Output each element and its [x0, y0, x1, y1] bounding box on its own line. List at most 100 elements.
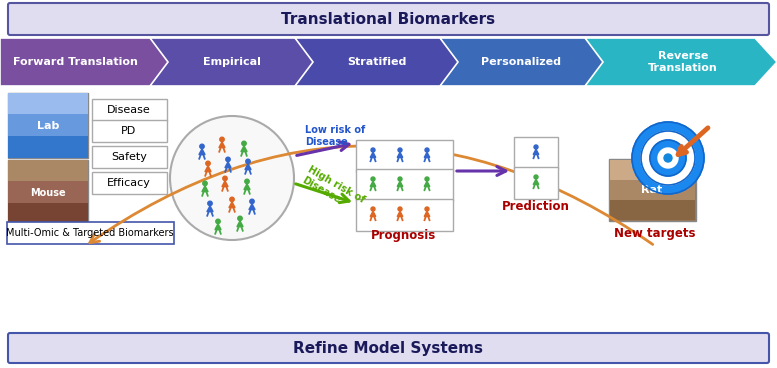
Polygon shape: [229, 202, 235, 208]
Polygon shape: [424, 211, 430, 216]
Polygon shape: [533, 149, 538, 155]
Text: Translational Biomarkers: Translational Biomarkers: [281, 11, 495, 26]
Text: Prognosis: Prognosis: [371, 230, 437, 243]
Text: Safety: Safety: [111, 152, 147, 162]
Circle shape: [371, 148, 375, 152]
Circle shape: [203, 181, 207, 185]
Polygon shape: [370, 152, 376, 158]
Circle shape: [534, 175, 538, 179]
Circle shape: [371, 177, 375, 181]
Text: Reverse
Translation: Reverse Translation: [648, 51, 718, 73]
Circle shape: [650, 140, 686, 176]
Text: PD: PD: [121, 126, 137, 136]
Polygon shape: [205, 166, 211, 171]
Polygon shape: [397, 211, 402, 216]
FancyBboxPatch shape: [514, 167, 558, 199]
FancyBboxPatch shape: [514, 137, 558, 169]
Circle shape: [632, 122, 704, 194]
FancyBboxPatch shape: [356, 169, 453, 201]
Polygon shape: [370, 211, 376, 216]
Polygon shape: [199, 149, 205, 155]
Polygon shape: [397, 152, 402, 158]
Circle shape: [206, 161, 211, 166]
Circle shape: [200, 144, 204, 149]
Circle shape: [641, 131, 695, 185]
FancyBboxPatch shape: [610, 180, 695, 200]
FancyBboxPatch shape: [356, 199, 453, 231]
Polygon shape: [219, 142, 225, 148]
Polygon shape: [207, 206, 213, 212]
FancyBboxPatch shape: [7, 222, 174, 244]
Circle shape: [398, 177, 402, 181]
FancyBboxPatch shape: [8, 93, 88, 158]
Text: Stratified: Stratified: [347, 57, 406, 67]
Polygon shape: [202, 186, 208, 192]
FancyBboxPatch shape: [8, 114, 88, 136]
Polygon shape: [295, 38, 476, 86]
Circle shape: [398, 148, 402, 152]
Polygon shape: [397, 181, 402, 187]
Text: Mouse: Mouse: [30, 188, 66, 198]
Polygon shape: [222, 181, 228, 187]
FancyBboxPatch shape: [92, 120, 167, 142]
Polygon shape: [533, 179, 538, 184]
Polygon shape: [0, 38, 186, 86]
Text: New targets: New targets: [615, 226, 695, 240]
Circle shape: [425, 207, 429, 211]
Polygon shape: [237, 221, 243, 227]
FancyBboxPatch shape: [356, 140, 453, 172]
FancyBboxPatch shape: [92, 99, 167, 121]
Circle shape: [216, 219, 220, 224]
Circle shape: [170, 116, 294, 240]
Circle shape: [226, 157, 230, 162]
FancyBboxPatch shape: [92, 172, 167, 194]
Polygon shape: [241, 146, 247, 152]
Circle shape: [664, 154, 672, 162]
FancyBboxPatch shape: [8, 3, 769, 35]
Text: Multi-Omic & Targeted Biomarkers: Multi-Omic & Targeted Biomarkers: [6, 228, 174, 238]
Text: Rat: Rat: [641, 185, 663, 195]
Circle shape: [245, 179, 249, 184]
Polygon shape: [440, 38, 621, 86]
Polygon shape: [244, 184, 250, 190]
Circle shape: [238, 216, 242, 220]
Text: Refine Model Systems: Refine Model Systems: [293, 340, 483, 355]
Circle shape: [371, 207, 375, 211]
Text: Low risk of
Disease: Low risk of Disease: [305, 125, 365, 147]
FancyBboxPatch shape: [610, 160, 695, 180]
Polygon shape: [215, 224, 221, 230]
Polygon shape: [225, 162, 231, 168]
FancyBboxPatch shape: [8, 136, 88, 158]
Polygon shape: [249, 204, 255, 210]
Circle shape: [249, 199, 254, 204]
FancyBboxPatch shape: [92, 146, 167, 168]
Circle shape: [658, 148, 678, 168]
Circle shape: [398, 207, 402, 211]
Circle shape: [207, 201, 212, 206]
Polygon shape: [424, 181, 430, 187]
Text: Lab: Lab: [37, 121, 59, 131]
Polygon shape: [424, 152, 430, 158]
Circle shape: [230, 197, 234, 202]
FancyBboxPatch shape: [8, 181, 88, 203]
FancyBboxPatch shape: [610, 200, 695, 220]
Polygon shape: [150, 38, 331, 86]
Text: Personalized: Personalized: [482, 57, 562, 67]
FancyArrowPatch shape: [90, 146, 653, 244]
FancyBboxPatch shape: [609, 159, 696, 221]
Circle shape: [534, 145, 538, 149]
Circle shape: [425, 148, 429, 152]
Text: Forward Translation: Forward Translation: [12, 57, 138, 67]
Circle shape: [242, 141, 246, 146]
FancyBboxPatch shape: [8, 160, 88, 181]
Text: Empirical: Empirical: [203, 57, 260, 67]
FancyBboxPatch shape: [8, 203, 88, 225]
Polygon shape: [370, 181, 376, 187]
Text: High risk of
Disease: High risk of Disease: [300, 164, 366, 215]
FancyBboxPatch shape: [8, 333, 769, 363]
Circle shape: [223, 176, 227, 181]
Circle shape: [246, 159, 250, 164]
Circle shape: [425, 177, 429, 181]
Circle shape: [220, 137, 225, 142]
Polygon shape: [245, 164, 251, 170]
